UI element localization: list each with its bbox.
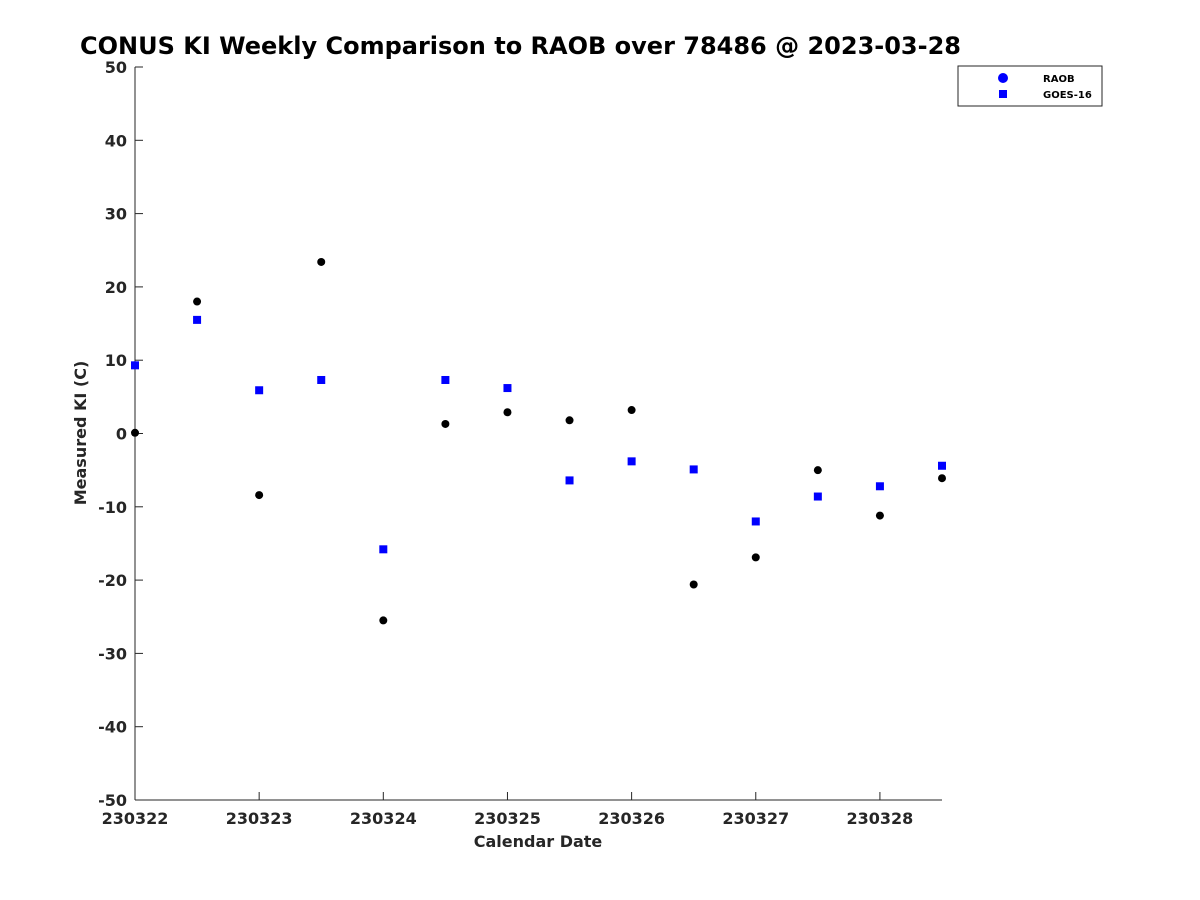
data-point-goes	[503, 384, 512, 393]
series-layer	[131, 257, 946, 625]
x-tick-label: 230327	[722, 809, 789, 828]
data-point-raob	[627, 406, 636, 415]
y-axis-label: Measured KI (C)	[71, 361, 90, 506]
legend-raob-marker	[998, 73, 1008, 83]
data-point-raob	[875, 511, 884, 520]
data-point-goes	[938, 461, 946, 470]
legend-goes-marker	[999, 90, 1007, 98]
y-tick-label: -20	[98, 571, 127, 590]
data-point-goes	[317, 375, 326, 384]
data-point-raob	[441, 419, 450, 428]
chart-title: CONUS KI Weekly Comparison to RAOB over …	[80, 32, 961, 60]
series-raob	[131, 257, 946, 625]
data-point-goes	[131, 361, 139, 370]
data-point-raob	[751, 553, 760, 562]
data-point-raob	[689, 580, 698, 589]
series-goes-16	[131, 315, 946, 554]
y-tick-label: -30	[98, 644, 127, 663]
data-point-goes	[875, 482, 884, 491]
data-point-raob	[131, 428, 139, 437]
data-point-goes	[565, 476, 574, 485]
y-tick-label: -50	[98, 791, 127, 810]
x-tick-label: 230328	[847, 809, 914, 828]
y-ticks: 50 40 30 20 10 0 -10 -20 -30 -40 -50	[98, 58, 143, 810]
y-tick-label: 20	[105, 278, 127, 297]
data-point-goes	[255, 386, 264, 395]
data-point-raob	[193, 297, 202, 306]
x-ticks: 230322 230323 230324 230325 230326 230327 2303…	[102, 792, 914, 828]
y-tick-label: 40	[105, 131, 127, 150]
data-point-raob	[317, 257, 326, 266]
data-point-raob	[938, 474, 946, 483]
legend-goes-label: GOES-16	[1043, 90, 1092, 101]
x-tick-label: 230322	[102, 809, 169, 828]
y-tick-label: -40	[98, 718, 127, 737]
data-point-goes	[379, 545, 388, 554]
data-point-goes	[441, 375, 450, 384]
data-point-goes	[627, 457, 636, 466]
data-point-raob	[565, 416, 574, 425]
y-tick-label: 0	[116, 425, 127, 444]
legend: RAOB GOES-16	[957, 65, 1103, 107]
data-point-goes	[813, 492, 822, 501]
data-point-goes	[193, 315, 202, 324]
data-point-raob	[813, 466, 822, 475]
data-point-goes	[751, 517, 760, 526]
x-tick-label: 230325	[474, 809, 541, 828]
legend-box	[957, 65, 1103, 107]
data-point-raob	[379, 616, 388, 625]
y-tick-label: 10	[105, 351, 127, 370]
x-tick-label: 230323	[226, 809, 293, 828]
data-point-raob	[503, 408, 512, 417]
y-tick-label: -10	[98, 498, 127, 517]
x-axis-label: Calendar Date	[474, 832, 603, 851]
data-point-raob	[255, 491, 264, 500]
data-point-goes	[689, 465, 698, 474]
y-tick-label: 50	[105, 58, 127, 77]
x-tick-label: 230326	[598, 809, 665, 828]
axes	[134, 67, 942, 801]
legend-raob-label: RAOB	[1043, 74, 1075, 85]
y-tick-label: 30	[105, 205, 127, 224]
x-tick-label: 230324	[350, 809, 417, 828]
